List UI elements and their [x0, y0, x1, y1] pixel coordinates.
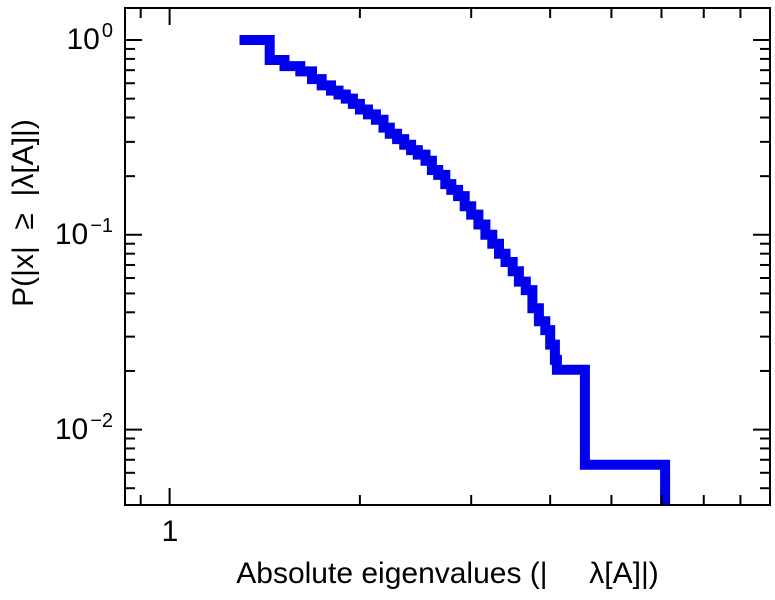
y-tick-exponent: 0 — [101, 20, 113, 42]
y-tick-base: 10 — [54, 413, 89, 446]
x-tick-label-1: 1 — [161, 515, 179, 548]
y-tick-exponent: −2 — [90, 410, 113, 432]
x-axis-title: Absolute eigenvalues (| λ[A]|) — [236, 557, 659, 590]
y-tick-base: 10 — [66, 23, 100, 56]
y-tick-label-1e-2: 10 −2 — [54, 410, 113, 448]
y-tick-exponent: −1 — [90, 215, 113, 237]
ccdf-step-line — [239, 35, 671, 505]
y-tick-label-1e-1: 10 −1 — [54, 215, 113, 253]
plot-frame — [124, 7, 771, 506]
y-tick-base: 10 — [54, 218, 89, 251]
y-axis-title: P(|x| ≥ |λ[A]|) — [7, 119, 40, 307]
y-tick-label-1e0: 10 0 — [66, 20, 114, 58]
